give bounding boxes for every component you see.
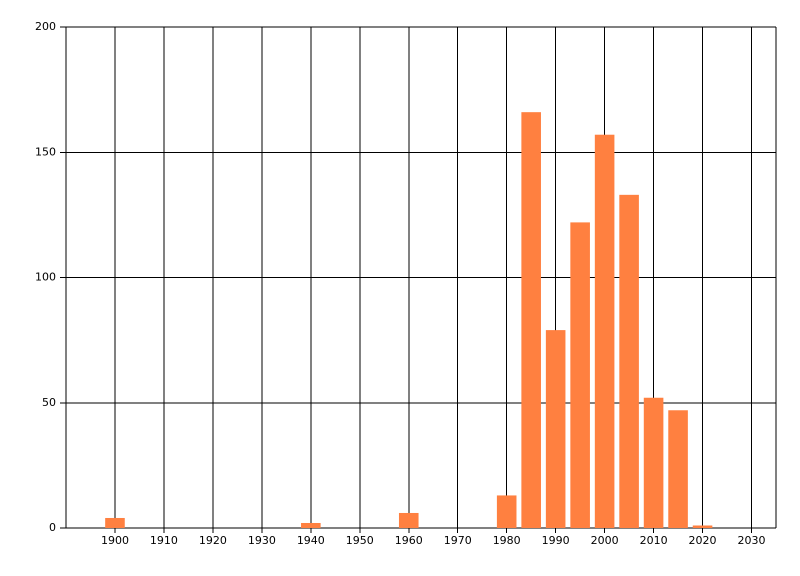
x-tick-label: 2000 (591, 534, 619, 547)
y-tick-label: 100 (35, 271, 56, 284)
bar (668, 410, 688, 528)
x-tick-label: 1900 (101, 534, 129, 547)
y-tick-label: 0 (49, 521, 56, 534)
x-tick-label: 1940 (297, 534, 325, 547)
bar (545, 330, 566, 528)
x-tick-label: 1980 (493, 534, 521, 547)
y-tick-label: 200 (35, 20, 56, 33)
bar (398, 512, 419, 528)
x-tick-label: 1960 (395, 534, 423, 547)
bar (105, 517, 125, 528)
y-tick-label: 50 (42, 396, 56, 409)
x-tick-label: 2010 (640, 534, 668, 547)
x-tick-label: 1930 (248, 534, 276, 547)
x-tick-label: 1970 (444, 534, 472, 547)
bar (643, 397, 664, 528)
bar (521, 112, 541, 529)
bar (496, 495, 517, 528)
bar (619, 194, 639, 528)
x-tick-label: 2030 (738, 534, 766, 547)
x-tick-label: 2020 (689, 534, 717, 547)
x-tick-label: 1920 (199, 534, 227, 547)
bar (570, 222, 590, 528)
x-tick-label: 1990 (542, 534, 570, 547)
bar (594, 134, 615, 528)
y-tick-label: 150 (35, 145, 56, 158)
bar (301, 522, 321, 528)
x-tick-label: 1950 (346, 534, 374, 547)
x-tick-label: 1910 (150, 534, 178, 547)
bar (692, 525, 713, 528)
